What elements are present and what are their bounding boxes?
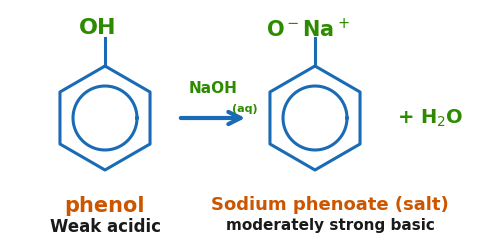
Text: phenol: phenol: [65, 196, 145, 216]
Text: moderately strong basic: moderately strong basic: [226, 218, 434, 233]
Text: Sodium phenoate (salt): Sodium phenoate (salt): [211, 196, 449, 214]
Text: O$^-$Na$^+$: O$^-$Na$^+$: [266, 18, 350, 41]
Text: (aq): (aq): [232, 104, 258, 114]
Text: OH: OH: [79, 18, 117, 38]
Text: + H$_2$O: + H$_2$O: [397, 107, 463, 129]
Text: Weak acidic: Weak acidic: [50, 218, 160, 236]
Text: NaOH: NaOH: [188, 81, 238, 96]
